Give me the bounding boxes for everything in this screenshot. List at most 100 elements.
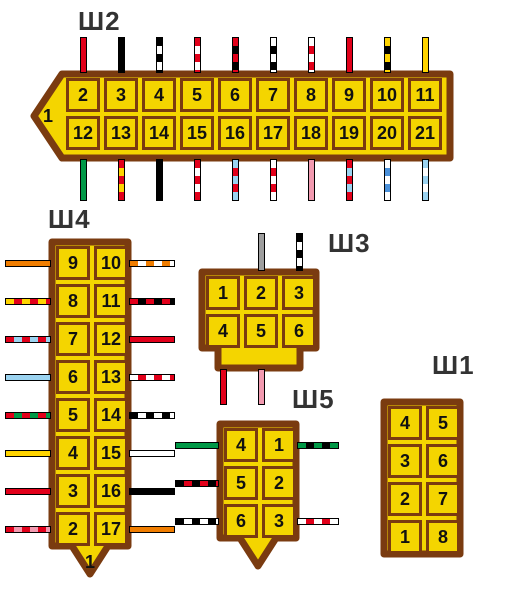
wire [298, 519, 338, 524]
pin-5: 5 [244, 314, 278, 348]
pin-15: 15 [94, 436, 128, 470]
pin-18: 18 [294, 116, 328, 150]
wire [347, 38, 352, 72]
wire [6, 337, 50, 342]
wire [6, 489, 50, 494]
pin-9: 9 [56, 246, 90, 280]
pin-1: 1 [36, 99, 60, 133]
pin-19: 19 [332, 116, 366, 150]
pin-13: 13 [104, 116, 138, 150]
connector-label-w4: Ш4 [48, 204, 91, 235]
pin-8: 8 [56, 284, 90, 318]
pin-1: 1 [262, 428, 296, 462]
pin-8: 8 [294, 78, 328, 112]
pin-1: 1 [206, 276, 240, 310]
pin-4: 4 [56, 436, 90, 470]
wire [6, 527, 50, 532]
wire [176, 519, 218, 524]
wire [271, 160, 276, 200]
pin-14: 14 [94, 398, 128, 432]
pin-6: 6 [56, 360, 90, 394]
pin-17: 17 [256, 116, 290, 150]
wire [309, 38, 314, 72]
wire [347, 160, 352, 200]
pin-4: 4 [224, 428, 258, 462]
pin-7: 7 [56, 322, 90, 356]
wire [221, 370, 226, 404]
pin-13: 13 [94, 360, 128, 394]
pin-16: 16 [218, 116, 252, 150]
pin-6: 6 [224, 504, 258, 538]
wire [259, 370, 264, 404]
pin-5: 5 [56, 398, 90, 432]
wire [176, 481, 218, 486]
pin-11: 11 [94, 284, 128, 318]
wire [6, 451, 50, 456]
connector-label-w1: Ш1 [432, 350, 475, 381]
wire [130, 451, 174, 456]
wire [233, 160, 238, 200]
pin-15: 15 [180, 116, 214, 150]
wire [195, 160, 200, 200]
wire [6, 375, 50, 380]
wire [157, 38, 162, 72]
pin-2: 2 [388, 482, 422, 516]
pin-4: 4 [206, 314, 240, 348]
pin-3: 3 [262, 504, 296, 538]
pin-12: 12 [66, 116, 100, 150]
pin-2: 2 [56, 512, 90, 546]
pin-2: 2 [244, 276, 278, 310]
pin-10: 10 [370, 78, 404, 112]
connector-label-w3: Ш3 [328, 228, 371, 259]
pin-4: 4 [142, 78, 176, 112]
pin-3: 3 [56, 474, 90, 508]
wire [81, 160, 86, 200]
wire [309, 160, 314, 200]
wire [119, 38, 124, 72]
wire [157, 160, 162, 200]
pin-20: 20 [370, 116, 404, 150]
pin-8: 8 [426, 520, 460, 554]
pin-2: 2 [262, 466, 296, 500]
connector-label-w2: Ш2 [78, 6, 121, 37]
wire [423, 38, 428, 72]
pin-3: 3 [388, 444, 422, 478]
pin-6: 6 [218, 78, 252, 112]
pin-12: 12 [94, 322, 128, 356]
pin-4: 4 [388, 406, 422, 440]
pin-17: 17 [94, 512, 128, 546]
connector-label-w5: Ш5 [292, 384, 335, 415]
pin-16: 16 [94, 474, 128, 508]
wire [119, 160, 124, 200]
wire [130, 527, 174, 532]
pin-5: 5 [426, 406, 460, 440]
wire [259, 234, 264, 270]
wire [298, 443, 338, 448]
wire [130, 337, 174, 342]
wire [130, 261, 174, 266]
wire [271, 38, 276, 72]
pin-3: 3 [104, 78, 138, 112]
pin-7: 7 [426, 482, 460, 516]
wire [423, 160, 428, 200]
pin-3: 3 [282, 276, 316, 310]
pin-10: 10 [94, 246, 128, 280]
pin-9: 9 [332, 78, 366, 112]
wire [130, 489, 174, 494]
pin-5: 5 [224, 466, 258, 500]
wire [176, 443, 218, 448]
pin-5: 5 [180, 78, 214, 112]
wire [130, 413, 174, 418]
wire [385, 160, 390, 200]
pin-7: 7 [256, 78, 290, 112]
pin-6: 6 [282, 314, 316, 348]
pin-11: 11 [408, 78, 442, 112]
wire [385, 38, 390, 72]
pin-21: 21 [408, 116, 442, 150]
wire [233, 38, 238, 72]
wire [6, 261, 50, 266]
wire [130, 375, 174, 380]
pin-2: 2 [66, 78, 100, 112]
wire [6, 413, 50, 418]
pin-1: 1 [76, 548, 104, 576]
